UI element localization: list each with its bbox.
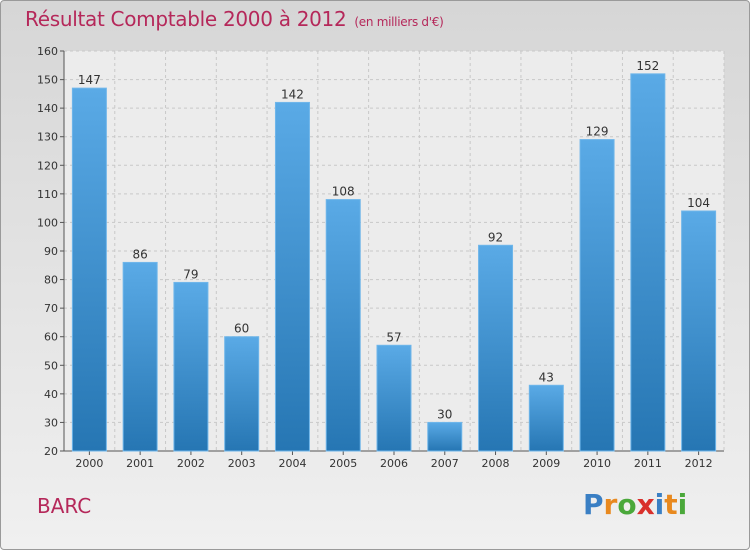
- bar-value-label: 60: [234, 322, 249, 336]
- place-name: BARC: [37, 494, 92, 518]
- y-tick-label: 20: [44, 445, 58, 458]
- bar-value-label: 57: [386, 330, 401, 344]
- bar: [71, 87, 107, 452]
- y-tick-label: 120: [37, 159, 58, 172]
- x-tick-label: 2001: [126, 457, 154, 470]
- bar-value-label: 108: [332, 185, 355, 199]
- bar-value-label: 147: [78, 73, 101, 87]
- bar: [274, 101, 310, 452]
- labels: 147 2000 86 2001 79 2002 60 2003 142 2004 108 2005 5…: [75, 59, 712, 470]
- brand-letter: i: [677, 488, 688, 521]
- brand-letter: r: [603, 488, 618, 521]
- y-tick-label: 80: [44, 274, 58, 287]
- y-tick-label: 50: [44, 359, 58, 372]
- bar-value-label: 104: [687, 196, 710, 210]
- brand-letter: o: [617, 488, 637, 521]
- chart-title: Résultat Comptable 2000 à 2012 (en millie…: [25, 7, 444, 31]
- bar: [478, 244, 514, 452]
- bar: [122, 261, 158, 452]
- x-tick-label: 2009: [532, 457, 560, 470]
- x-tick-label: 2010: [583, 457, 611, 470]
- y-tick-label: 90: [44, 245, 58, 258]
- x-tick-label: 2003: [228, 457, 256, 470]
- y-tick-label: 100: [37, 216, 58, 229]
- x-tick-label: 2004: [278, 457, 306, 470]
- bar-value-label: 92: [488, 230, 503, 244]
- bar-value-label: 30: [437, 407, 452, 421]
- bar: [376, 344, 412, 452]
- brand-letter: P: [583, 488, 604, 521]
- bar-value-label: 86: [133, 247, 148, 261]
- y-tick-label: 70: [44, 302, 58, 315]
- x-tick-label: 2007: [431, 457, 459, 470]
- bar-value-label: 129: [586, 125, 609, 139]
- bars: [71, 73, 717, 452]
- brand-letter: i: [654, 488, 665, 521]
- bar-value-label: 79: [183, 267, 198, 281]
- bar: [427, 421, 463, 452]
- bar: [630, 73, 666, 452]
- y-tick-label: 30: [44, 416, 58, 429]
- y-tick-label: 130: [37, 131, 58, 144]
- brand-logo: Proxiti: [583, 488, 687, 521]
- x-tick-label: 2000: [75, 457, 103, 470]
- bar: [528, 384, 564, 452]
- x-tick-label: 2011: [634, 457, 662, 470]
- bar: [224, 336, 260, 452]
- bar: [681, 210, 717, 452]
- bar: [325, 199, 361, 452]
- bar-value-label: 43: [539, 370, 554, 384]
- y-tick-label: 140: [37, 102, 58, 115]
- bar: [173, 281, 209, 452]
- y-tick-label: 60: [44, 331, 58, 344]
- y-tick-label: 40: [44, 388, 58, 401]
- bar: [579, 139, 615, 452]
- x-tick-label: 2012: [685, 457, 713, 470]
- bar-value-label: 152: [636, 59, 659, 73]
- y-tick-label: 110: [37, 188, 58, 201]
- chart-title-text: Résultat Comptable 2000 à 2012: [25, 7, 347, 31]
- bar-value-label: 142: [281, 87, 304, 101]
- y-tick-label: 160: [37, 45, 58, 58]
- y-tick-label: 150: [37, 74, 58, 87]
- x-tick-label: 2005: [329, 457, 357, 470]
- x-tick-label: 2006: [380, 457, 408, 470]
- brand-letter: t: [664, 488, 678, 521]
- chart-subtitle: (en milliers d'€): [354, 15, 444, 29]
- x-tick-label: 2002: [177, 457, 205, 470]
- brand-letter: x: [636, 488, 655, 521]
- x-tick-label: 2008: [482, 457, 510, 470]
